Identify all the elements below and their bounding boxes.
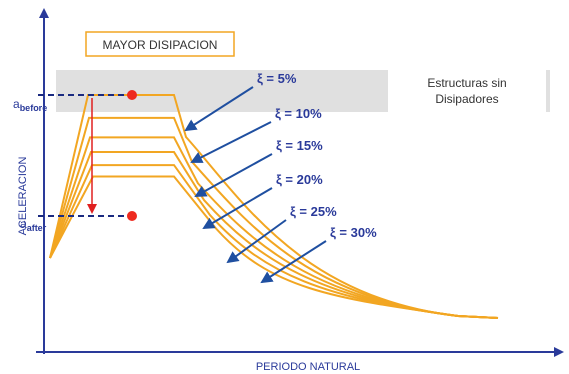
damping-pointer-arrow-1 [184,86,254,132]
damping-pointer-arrow-3 [194,153,273,197]
a-before-label: abefore [13,97,47,113]
y-axis-label: ACELERACION [17,157,29,236]
damping-label-4: ξ = 20% [276,172,323,187]
damping-label-1: ξ = 5% [257,71,297,86]
spectrum-curves [49,94,499,319]
damping-labels: ξ = 5% ξ = 10% ξ = 15% ξ = 20% ξ = 25% ξ = 30… [184,71,377,284]
damping-pointer-arrow-6 [260,240,327,284]
spectrum-curve-6 [49,175,499,319]
spectrum-curve-5 [49,164,499,319]
a-after-label: aafter [20,217,47,233]
a-after-marker [127,211,137,221]
mayor-disipacion-label: MAYOR DISIPACION [103,38,218,52]
no-damper-label-line1: Estructuras sin [427,76,506,90]
damping-pointer-arrow-2 [190,121,272,163]
damping-label-6: ξ = 30% [330,225,377,240]
damping-pointer-arrow-4 [202,187,273,230]
spectrum-curve-2 [49,116,499,319]
damping-label-5: ξ = 25% [290,204,337,219]
mayor-disipacion-box [85,31,235,57]
a-before-marker [127,90,137,100]
no-damper-box [388,70,546,112]
spectrum-curve-1 [49,94,499,319]
no-damper-label-line2: Disipadores [435,92,498,106]
damping-label-3: ξ = 15% [276,138,323,153]
damping-label-2: ξ = 10% [275,106,322,121]
damping-pointer-arrow-5 [226,219,287,264]
x-axis-label: PERIODO NATURAL [256,361,360,373]
